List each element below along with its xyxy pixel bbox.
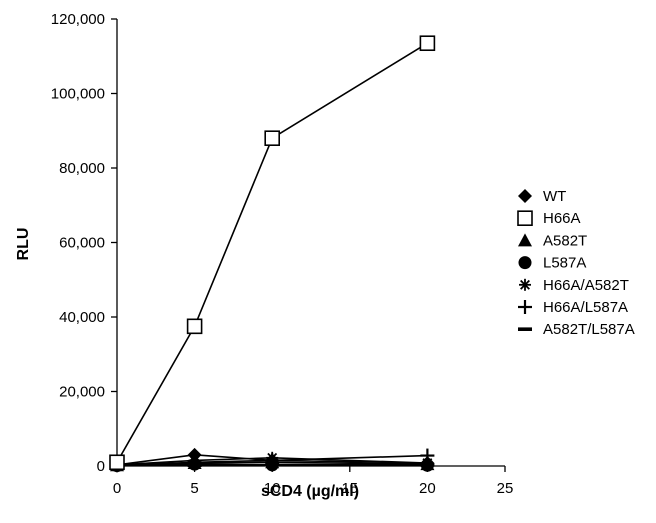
legend-label: H66A/A582T bbox=[543, 277, 629, 294]
x-axis-title: sCD4 (µg/ml) bbox=[261, 483, 359, 500]
legend-label: H66A/L587A bbox=[543, 299, 628, 316]
series-line bbox=[116, 457, 428, 466]
data-point bbox=[420, 448, 435, 463]
y-tick-label: 120,000 bbox=[51, 11, 105, 28]
legend-item: H66A bbox=[517, 210, 581, 227]
legend-marker bbox=[518, 300, 532, 314]
legend-label: H66A bbox=[543, 210, 581, 227]
x-tick-label: 25 bbox=[497, 480, 514, 497]
legend-marker bbox=[518, 327, 532, 331]
y-tick-label: 100,000 bbox=[51, 86, 105, 103]
legend-item: H66A/A582T bbox=[519, 277, 629, 294]
data-point bbox=[419, 35, 436, 52]
legend-marker bbox=[518, 189, 532, 203]
y-tick-label: 80,000 bbox=[59, 160, 105, 177]
legend-label: WT bbox=[543, 188, 566, 205]
x-tick-label: 0 bbox=[113, 480, 121, 497]
y-tick-label: 60,000 bbox=[59, 235, 105, 252]
legend-item: L587A bbox=[518, 255, 586, 272]
legend-marker bbox=[518, 233, 532, 247]
data-point bbox=[265, 462, 280, 467]
legend-item: WT bbox=[518, 188, 566, 205]
legend-marker bbox=[519, 278, 531, 291]
series-line bbox=[116, 454, 428, 466]
series-h66a bbox=[109, 35, 436, 471]
series-line bbox=[116, 454, 428, 467]
x-tick-label: 15 bbox=[341, 480, 358, 497]
y-axis-title: RLU bbox=[15, 228, 32, 261]
legend-marker bbox=[517, 210, 533, 226]
y-tick-label: 20,000 bbox=[59, 384, 105, 401]
series-line bbox=[116, 42, 428, 463]
data-point bbox=[109, 454, 125, 471]
legend-item: A582T bbox=[518, 232, 587, 249]
y-tick-label: 40,000 bbox=[59, 309, 105, 326]
axes: 0 20,000 40,000 60,000 80,000 100,000 120,000 0… bbox=[51, 11, 514, 497]
x-tick-label: 20 bbox=[419, 480, 436, 497]
data-point bbox=[420, 463, 435, 467]
legend-label: L587A bbox=[543, 255, 586, 272]
x-tick-label: 5 bbox=[190, 480, 198, 497]
legend-label: A582T/L587A bbox=[543, 321, 635, 338]
data-point bbox=[187, 463, 202, 468]
x-tick-label: 10 bbox=[264, 480, 281, 497]
data-point bbox=[186, 318, 203, 335]
legend-label: A582T bbox=[543, 232, 587, 249]
legend: WT H66A A582T L587A H66A/A582T H66A/L587A A582… bbox=[517, 188, 635, 338]
legend-item: H66A/L587A bbox=[518, 299, 628, 316]
y-tick-label: 0 bbox=[97, 458, 105, 475]
legend-item: A582T/L587A bbox=[518, 321, 635, 338]
data-point bbox=[264, 130, 281, 146]
series-line bbox=[116, 463, 428, 467]
legend-marker bbox=[518, 256, 532, 270]
series-group bbox=[109, 35, 436, 473]
